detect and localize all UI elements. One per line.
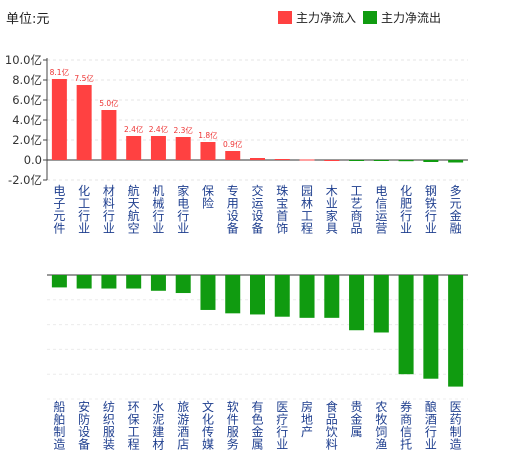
bar-园林工程 <box>299 159 315 161</box>
category-label: 食品饮料 <box>326 399 338 452</box>
category-label: 航天航空 <box>128 183 140 236</box>
bar-文化传媒 <box>200 275 216 310</box>
category-label: 化工行业 <box>78 184 90 236</box>
category-label: 电信运营 <box>375 184 387 236</box>
bar-房地产 <box>299 275 315 318</box>
category-label: 医药制造 <box>450 400 462 452</box>
data-label: 7.5亿 <box>74 73 94 83</box>
data-label: 2.4亿 <box>149 124 169 134</box>
bar-专用设备 <box>225 151 241 160</box>
bar-电信运营 <box>373 160 389 161</box>
category-label: 医疗行业 <box>276 400 288 452</box>
legend-outflow[interactable]: 主力净流出 <box>363 9 441 26</box>
category-label: 专用设备 <box>227 183 239 236</box>
bar-工艺商品 <box>349 160 365 161</box>
category-label: 旅游酒店 <box>177 400 189 452</box>
legend-outflow-swatch <box>363 11 377 24</box>
bar-化肥行业 <box>398 160 414 162</box>
legend-inflow-swatch <box>278 11 292 24</box>
bar-航天航空 <box>126 136 142 160</box>
category-label: 家电行业 <box>177 183 189 236</box>
category-label: 钢铁行业 <box>425 184 437 236</box>
bar-纺织服装 <box>101 275 117 289</box>
category-label: 电子元件 <box>53 184 65 236</box>
category-label: 贵金属 <box>351 400 363 439</box>
bar-保险 <box>200 142 216 160</box>
category-label: 农牧饲渔 <box>375 400 387 452</box>
data-label: 1.8亿 <box>198 130 218 140</box>
y-tick-label: 6.0亿 <box>12 93 42 107</box>
category-label: 保险 <box>202 184 214 211</box>
bar-家电行业 <box>175 137 191 160</box>
category-label: 机械行业 <box>152 184 164 236</box>
bar-贵金属 <box>349 275 365 331</box>
unit-label: 单位:元 <box>6 12 50 27</box>
category-label: 船舶制造 <box>53 400 65 452</box>
bar-软件服务 <box>225 275 241 314</box>
bar-船舶制造 <box>51 275 67 288</box>
category-label: 安防设备 <box>78 399 90 452</box>
category-label: 工艺商品 <box>351 184 363 236</box>
category-label: 珠宝首饰 <box>276 184 288 236</box>
bar-有色金属 <box>250 275 265 315</box>
category-label: 纺织服装 <box>103 400 115 452</box>
bar-化工行业 <box>76 85 92 160</box>
bar-安防设备 <box>76 275 92 289</box>
bar-券商信托 <box>398 275 414 375</box>
bar-机械行业 <box>150 136 166 160</box>
y-tick-label: -2.0亿 <box>8 173 42 187</box>
category-label: 化肥行业 <box>400 184 412 236</box>
legend-inflow-label: 主力净流入 <box>296 11 357 25</box>
y-tick-label: 2.0亿 <box>12 133 42 147</box>
category-label: 有色金属 <box>251 400 263 452</box>
category-label: 多元金融 <box>450 184 462 236</box>
bar-钢铁行业 <box>423 160 439 162</box>
bar-旅游酒店 <box>175 275 191 294</box>
bar-珠宝首饰 <box>274 159 290 160</box>
category-label: 材料行业 <box>103 184 115 236</box>
category-label: 木业家具 <box>326 184 338 236</box>
category-label: 文化传媒 <box>202 399 214 452</box>
bar-医疗行业 <box>274 275 290 317</box>
category-label: 水泥建材 <box>152 400 164 452</box>
y-tick-label: 0.0 <box>24 153 42 167</box>
data-label: 8.1亿 <box>50 67 70 77</box>
bar-材料行业 <box>101 110 117 160</box>
category-label: 园林工程 <box>301 184 313 236</box>
category-label: 券商信托 <box>400 399 412 452</box>
data-label: 2.3亿 <box>173 125 193 135</box>
bar-木业家具 <box>324 160 340 161</box>
legend-inflow[interactable]: 主力净流入 <box>278 9 356 26</box>
data-label: 0.9亿 <box>223 139 243 149</box>
y-tick-label: 4.0亿 <box>12 113 42 127</box>
legend-outflow-label: 主力净流出 <box>381 11 442 25</box>
category-label: 交运设备 <box>251 183 263 236</box>
y-tick-label: 10.0亿 <box>5 53 42 67</box>
bar-食品饮料 <box>324 275 340 318</box>
category-label: 房地产 <box>301 399 313 439</box>
bar-电子元件 <box>51 79 67 160</box>
data-label: 2.4亿 <box>124 124 144 134</box>
bar-酿酒行业 <box>423 275 439 379</box>
data-label: 5.0亿 <box>99 98 119 108</box>
bar-多元金融 <box>448 160 464 163</box>
bar-交运设备 <box>250 158 265 160</box>
bar-医药制造 <box>448 275 464 387</box>
category-label: 环保工程 <box>128 400 140 452</box>
category-label: 软件服务 <box>227 400 239 452</box>
category-label: 酿酒行业 <box>425 399 437 452</box>
y-tick-label: 8.0亿 <box>12 73 42 87</box>
bar-农牧饲渔 <box>373 275 389 333</box>
bar-环保工程 <box>126 275 142 289</box>
bar-水泥建材 <box>150 275 166 291</box>
